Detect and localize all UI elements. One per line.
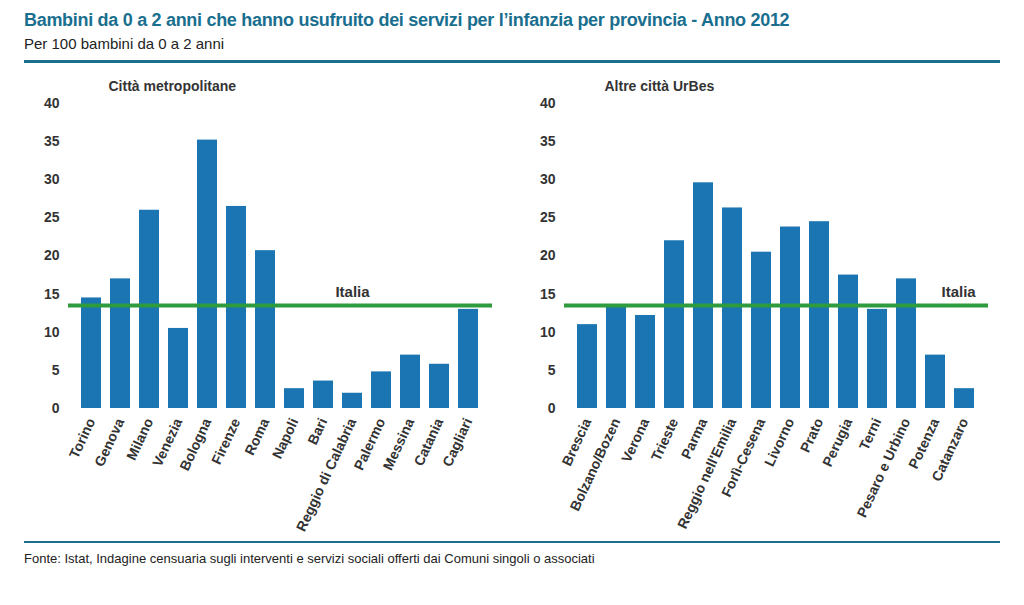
svg-text:40: 40 [540, 95, 556, 111]
svg-text:Città metropolitane: Città metropolitane [109, 78, 237, 94]
svg-text:35: 35 [540, 133, 556, 149]
svg-text:20: 20 [540, 247, 556, 263]
svg-text:20: 20 [44, 247, 60, 263]
svg-text:Catania: Catania [410, 415, 447, 469]
svg-text:25: 25 [540, 209, 556, 225]
svg-text:Milano: Milano [123, 415, 157, 463]
svg-text:Parma: Parma [678, 415, 711, 461]
svg-text:Brescia: Brescia [558, 415, 595, 469]
svg-text:5: 5 [52, 362, 60, 378]
html-text:Per 100 bambini da 0 a 2 anni: Per 100 bambini da 0 a 2 anni [24, 35, 225, 52]
svg-text:15: 15 [540, 286, 556, 302]
svg-text:Altre città UrBes: Altre città UrBes [605, 78, 715, 94]
svg-text:Reggio nell'Emilia: Reggio nell'Emilia [674, 415, 740, 532]
svg-text:Genova: Genova [91, 415, 127, 468]
svg-text:Bologna: Bologna [176, 415, 214, 473]
svg-text:Prato: Prato [797, 416, 827, 455]
html-text:Bambini da 0 a 2 anni che hann: Bambini da 0 a 2 anni che hanno usufruit… [24, 10, 790, 30]
svg-text:15: 15 [44, 286, 60, 302]
svg-text:Palermo: Palermo [350, 415, 389, 473]
svg-text:Catanzaro: Catanzaro [928, 416, 971, 484]
svg-text:Livorno: Livorno [761, 416, 797, 469]
svg-text:Terni: Terni [856, 416, 885, 453]
svg-text:Pesaro e Urbino: Pesaro e Urbino [853, 416, 913, 520]
svg-text:Forlì-Cesena: Forlì-Cesena [718, 415, 768, 499]
svg-text:Trieste: Trieste [648, 415, 682, 463]
svg-text:Cagliari: Cagliari [439, 416, 475, 469]
svg-text:25: 25 [44, 209, 60, 225]
svg-text:10: 10 [540, 324, 556, 340]
svg-text:Reggio di Calabria: Reggio di Calabria [293, 415, 360, 533]
svg-text:Perugia: Perugia [819, 415, 855, 468]
svg-text:Messina: Messina [379, 415, 417, 472]
svg-text:Italia: Italia [335, 283, 370, 300]
svg-text:Napoli: Napoli [269, 416, 302, 462]
svg-text:Potenza: Potenza [905, 415, 943, 471]
svg-text:5: 5 [548, 362, 556, 378]
svg-text:30: 30 [44, 171, 60, 187]
svg-text:Roma: Roma [241, 415, 272, 457]
svg-text:40: 40 [44, 95, 60, 111]
svg-text:10: 10 [44, 324, 60, 340]
svg-text:Verona: Verona [618, 415, 653, 465]
html-text:Fonte: Istat, Indagine censuar: Fonte: Istat, Indagine censuaria sugli i… [24, 551, 595, 566]
svg-text:30: 30 [540, 171, 556, 187]
svg-text:Bari: Bari [304, 416, 330, 447]
svg-text:Bolzano/Bozen: Bolzano/Bozen [566, 416, 623, 514]
svg-text:Firenze: Firenze [208, 415, 243, 466]
svg-text:Venezia: Venezia [149, 415, 186, 469]
svg-text:0: 0 [548, 400, 556, 416]
svg-text:0: 0 [52, 400, 60, 416]
svg-text:Italia: Italia [942, 283, 977, 300]
svg-text:35: 35 [44, 133, 60, 149]
svg-text:Torino: Torino [66, 416, 98, 461]
